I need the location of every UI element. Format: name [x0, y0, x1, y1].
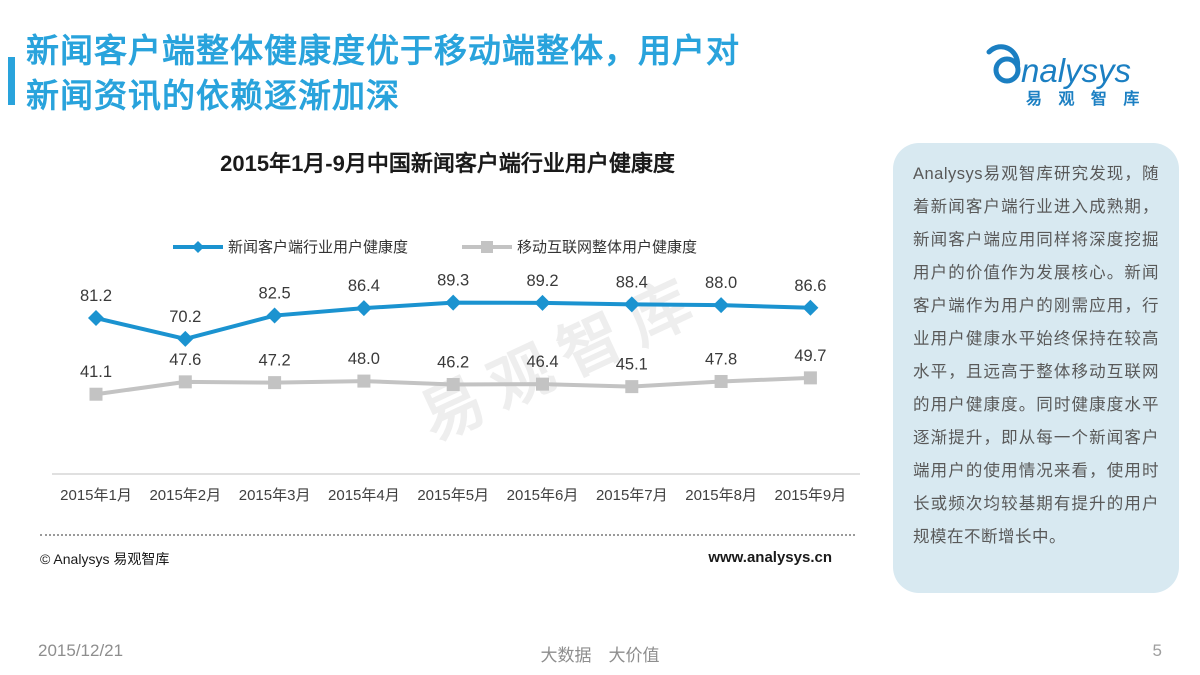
- diamond-marker-icon: [534, 294, 551, 311]
- square-marker-icon: [178, 375, 192, 389]
- x-axis-tick-label: 2015年6月: [507, 487, 579, 504]
- diamond-marker-icon: [713, 297, 730, 314]
- chart-title: 2015年1月-9月中国新闻客户端行业用户健康度: [220, 151, 675, 176]
- x-axis-tick-label: 2015年8月: [685, 487, 757, 504]
- page-number: 5: [1152, 641, 1162, 660]
- data-label: 47.6: [169, 351, 201, 369]
- diamond-marker-icon: [355, 300, 372, 317]
- x-axis-tick-label: 2015年5月: [417, 487, 489, 504]
- footer-slogan: 大数据 大价值: [540, 646, 660, 665]
- legend-label: 新闻客户端行业用户健康度: [227, 239, 408, 256]
- data-label: 47.8: [705, 350, 737, 368]
- x-axis-tick-label: 2015年2月: [149, 487, 221, 504]
- square-marker-icon: [446, 378, 460, 392]
- diamond-marker-icon: [266, 307, 283, 324]
- page-title: 新闻客户端整体健康度优于移动端整体，用户对 新闻资讯的依赖逐渐加深: [26, 28, 906, 118]
- square-marker-icon: [268, 376, 282, 390]
- data-label: 47.2: [259, 352, 291, 370]
- diamond-legend-marker-icon: [172, 240, 223, 253]
- insight-text: Analysys易观智库研究发现，随着新闻客户端行业进入成熟期，新闻客户端应用同…: [913, 165, 1159, 546]
- diamond-marker-icon: [88, 310, 104, 327]
- logo-brand-text: nalysys: [1021, 52, 1131, 89]
- square-marker-icon: [714, 374, 728, 388]
- x-axis-tick-label: 2015年4月: [328, 487, 400, 504]
- data-label: 88.0: [705, 274, 737, 292]
- data-label: 49.7: [794, 347, 826, 365]
- x-axis-tick-label: 2015年1月: [60, 487, 132, 504]
- square-marker-icon: [357, 374, 371, 388]
- data-label: 45.1: [616, 356, 648, 374]
- data-label: 46.2: [437, 354, 469, 372]
- data-label: 86.6: [794, 277, 826, 295]
- x-axis-tick-label: 2015年9月: [775, 487, 847, 504]
- data-label: 82.5: [259, 285, 291, 303]
- data-label: 86.4: [348, 277, 380, 295]
- logo-brand-cn-text: 易 观 智 库: [1026, 89, 1145, 108]
- data-label: 70.2: [169, 308, 201, 326]
- line-chart: 2015年1月 2015年2月 2015年3月 2015年4月 2015年5月 2015年…: [52, 272, 860, 504]
- dotted-separator: [40, 534, 855, 536]
- insight-panel: Analysys易观智库研究发现，随着新闻客户端行业进入成熟期，新闻客户端应用同…: [893, 143, 1179, 593]
- logo-a-swirl-icon: [986, 44, 1021, 84]
- diamond-marker-icon: [623, 296, 640, 313]
- square-marker-icon: [536, 377, 549, 391]
- website-url: www.analysys.cn: [708, 549, 832, 566]
- square-marker-icon: [803, 371, 817, 385]
- analysys-logo: nalysys 易 观 智 库: [986, 44, 1145, 108]
- chart-legend: 新闻客户端行业用户健康度 移动互联网整体用户健康度: [40, 236, 830, 257]
- diamond-marker-icon: [802, 299, 819, 316]
- square-marker-icon: [625, 380, 639, 394]
- square-legend-marker-icon: [462, 240, 512, 253]
- data-label: 81.2: [80, 287, 112, 305]
- copyright-text: © Analysys 易观智库: [40, 551, 170, 567]
- diamond-marker-icon: [445, 294, 462, 311]
- page-title-line1: 新闻客户端整体健康度优于移动端整体，用户对: [26, 32, 740, 69]
- data-label: 89.2: [526, 272, 558, 290]
- page-title-line2: 新闻资讯的依赖逐渐加深: [26, 77, 400, 114]
- x-axis-tick-label: 2015年3月: [239, 487, 311, 504]
- title-accent-bar: [8, 57, 15, 105]
- data-label: 48.0: [348, 350, 380, 368]
- legend-label: 移动互联网整体用户健康度: [517, 239, 698, 256]
- chart-footer: © Analysys 易观智库 www.analysys.cn: [40, 549, 832, 569]
- data-label: 88.4: [616, 273, 648, 291]
- legend-item-mobile-internet: 移动互联网整体用户健康度: [462, 236, 697, 257]
- legend-item-news-client: 新闻客户端行业用户健康度: [172, 236, 408, 257]
- data-label: 46.4: [526, 353, 558, 371]
- x-axis-tick-label: 2015年7月: [596, 487, 668, 504]
- data-label: 41.1: [80, 363, 112, 381]
- footer-date: 2015/12/21: [38, 641, 124, 660]
- diamond-marker-icon: [177, 330, 194, 347]
- square-marker-icon: [89, 387, 103, 401]
- data-label: 89.3: [437, 272, 469, 290]
